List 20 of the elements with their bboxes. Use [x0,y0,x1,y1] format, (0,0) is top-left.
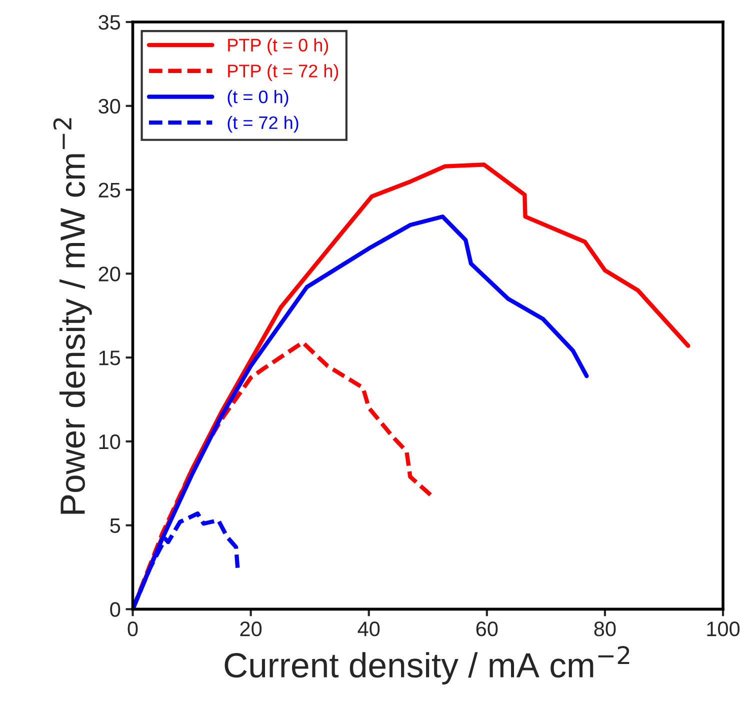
y-tick-label: 30 [98,98,120,114]
y-tick-label: 25 [98,182,120,198]
y-tick-label: 0 [110,602,120,617]
y-tick-label: 5 [110,518,120,534]
x-tick-label: 100 [707,622,740,636]
y-tick-label: 15 [99,350,120,366]
legend-label: PTP (t = 72 h) [228,64,338,81]
x-tick-label: 40 [358,622,380,636]
x-axis-title: Current density / mA cm$^{−2}$ [224,646,630,684]
x-tick-label: 80 [594,622,616,636]
legend-label: (t = 72 h) [228,116,298,133]
y-axis-title: Power density / mW cm$^{−2}$ [53,118,92,514]
legend-label: (t = 0 h) [228,90,288,107]
y-tick-label: 20 [98,266,120,282]
x-tick-label: 60 [476,622,498,636]
x-tick-label: 0 [128,622,138,636]
legend-label: PTP (t = 0 h) [228,38,328,56]
y-tick-label: 35 [98,15,120,30]
x-tick-label: 20 [240,622,262,636]
y-tick-label: 10 [99,434,120,450]
